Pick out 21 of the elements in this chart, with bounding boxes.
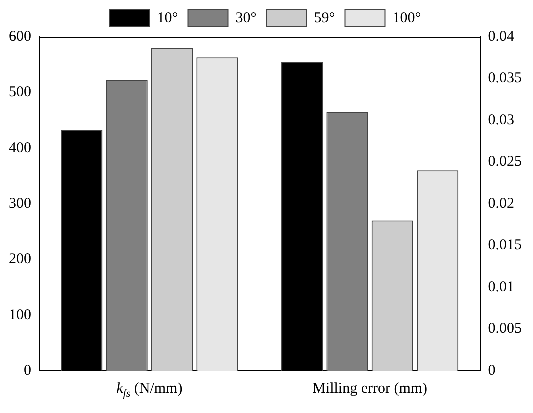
y-tick-label: 100 xyxy=(9,307,32,324)
y-tick-label: 400 xyxy=(9,140,32,156)
y2-tick-label: 0.035 xyxy=(488,70,522,87)
y2-tick-label: 0.01 xyxy=(488,279,514,296)
legend-label: 100° xyxy=(392,10,422,26)
y-tick-label: 200 xyxy=(9,252,32,268)
y-tick-label: 600 xyxy=(9,28,32,45)
legend-label: 10° xyxy=(157,10,178,26)
y-tick-label: 0 xyxy=(24,362,32,379)
y-tick-label: 500 xyxy=(9,84,32,101)
y2-tick-label: 0.03 xyxy=(488,112,514,128)
y2-tick-label: 0.015 xyxy=(488,238,522,254)
y2-tick-label: 0.025 xyxy=(488,154,522,170)
y2-tick-label: 0.02 xyxy=(488,196,514,212)
y-tick-label: 300 xyxy=(9,196,32,212)
x-tick-label: Milling error (mm) xyxy=(312,381,428,397)
y2-tick-label: 0.005 xyxy=(488,321,522,338)
legend-label: 59° xyxy=(314,10,336,26)
y2-tick-label: 0 xyxy=(488,362,496,379)
y2-tick-label: 0.04 xyxy=(488,28,515,45)
legend-label: 30° xyxy=(236,10,257,26)
